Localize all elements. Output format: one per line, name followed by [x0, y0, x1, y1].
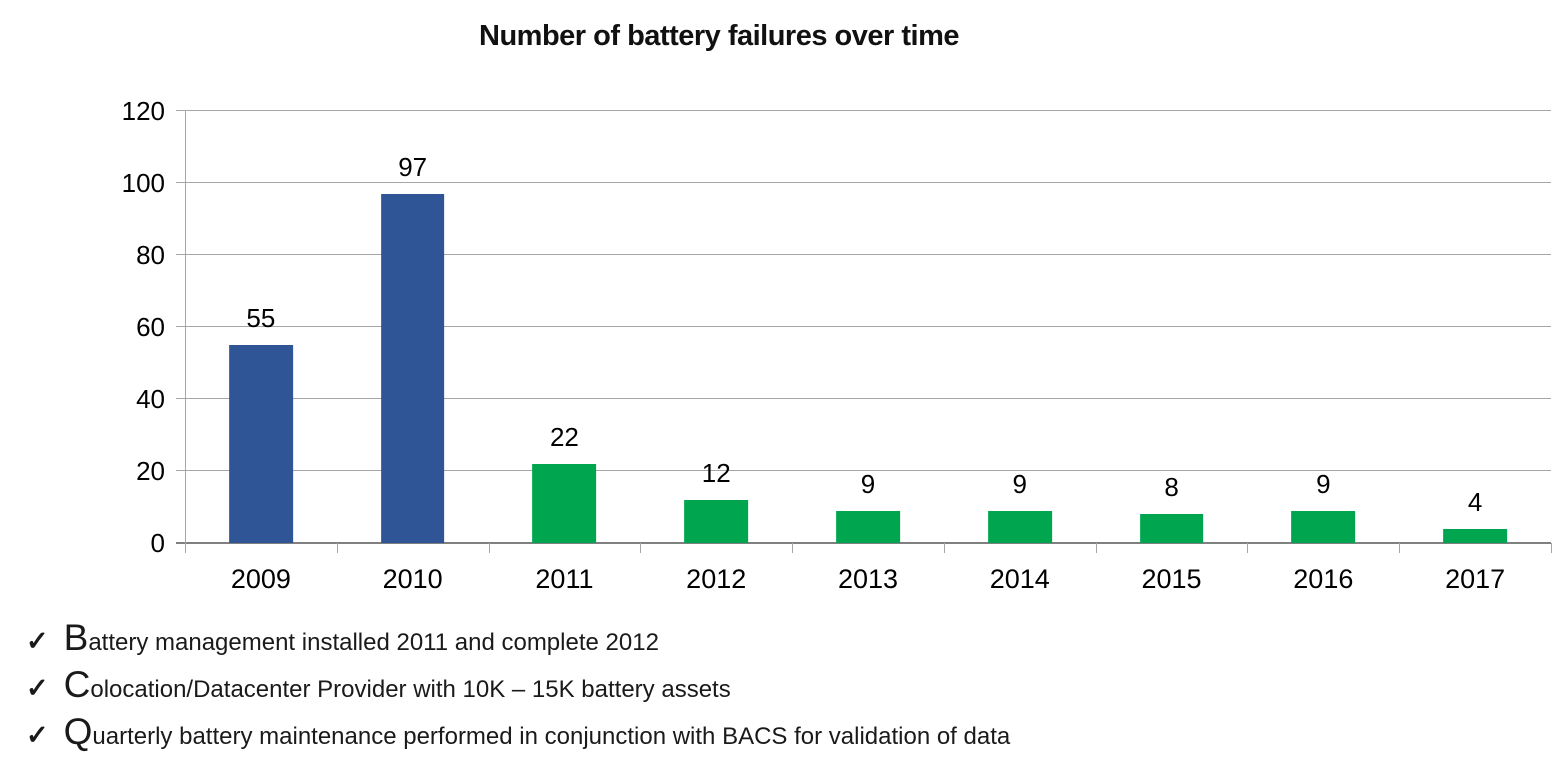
note-item: ✓ C olocation/Datacenter Provider with 1… [26, 664, 1010, 711]
note-item: ✓ B attery management installed 2011 and… [26, 617, 1010, 664]
x-axis-label-2014: 2014 [989, 564, 1050, 594]
bar-value-2013: 9 [860, 468, 876, 499]
y-axis-label-20: 20 [136, 456, 165, 487]
bar-2015 [1139, 514, 1204, 543]
checkmark-icon: ✓ [26, 720, 49, 750]
y-axis-line [185, 111, 186, 553]
note-lead-letter: B [63, 617, 89, 658]
bar-value-2015: 8 [1164, 472, 1179, 503]
plot-area: 0 20 40 60 80 100 120 55 2009 97 2010 22 2011 12 2012 9… [122, 98, 1552, 594]
bar-value-2012: 12 [701, 457, 731, 488]
gridline-40 [176, 398, 1551, 400]
bar-2011 [532, 463, 597, 543]
x-axis-line [176, 542, 1551, 544]
bar-value-2011: 22 [549, 421, 579, 452]
x-axis-label-2012: 2012 [686, 564, 747, 594]
x-axis-tick [1551, 543, 1552, 553]
bar-2010 [380, 193, 445, 543]
x-axis-tick [943, 543, 945, 553]
bar-2013 [836, 510, 900, 543]
y-axis-label-100: 100 [121, 168, 165, 198]
note-text: olocation/Datacenter Provider with 10K –… [90, 676, 731, 703]
y-axis-label-80: 80 [136, 240, 165, 271]
note-lead-letter: C [63, 664, 91, 705]
bar-value-2014: 9 [1012, 468, 1027, 499]
y-axis-label-40: 40 [136, 384, 165, 415]
y-axis-label-0: 0 [150, 528, 165, 558]
x-axis-tick [336, 543, 338, 553]
gridline-80 [176, 254, 1551, 256]
x-axis-label-2016: 2016 [1293, 564, 1354, 594]
bar-value-2017: 4 [1467, 486, 1483, 517]
x-axis-tick [488, 543, 490, 553]
checkmark-icon: ✓ [26, 626, 49, 656]
gridline-60 [176, 326, 1551, 327]
bar-value-2016: 9 [1316, 468, 1331, 499]
bar-2012 [684, 499, 749, 543]
x-axis-tick [185, 543, 186, 553]
gridline-20 [176, 470, 1551, 472]
x-axis-label-2010: 2010 [382, 564, 443, 594]
note-item: ✓ Q uarterly battery maintenance perform… [26, 711, 1010, 758]
x-axis-label-2011: 2011 [535, 564, 594, 594]
chart-title: Number of battery failures over time [479, 20, 959, 52]
y-axis-label-120: 120 [121, 96, 165, 126]
bar-2016 [1291, 510, 1356, 543]
y-axis-label-60: 60 [136, 312, 165, 342]
bar-value-2009: 55 [246, 303, 276, 334]
bar-2017 [1443, 528, 1507, 543]
gridline-120 [176, 110, 1551, 111]
gridline-100 [176, 182, 1551, 183]
x-axis-tick [1247, 543, 1249, 553]
note-lead-letter: Q [63, 711, 93, 752]
note-text: uarterly battery maintenance performed i… [92, 723, 1011, 750]
x-axis-label-2015: 2015 [1141, 564, 1202, 594]
checkmark-icon: ✓ [26, 673, 49, 703]
bar-value-2010: 97 [398, 151, 428, 182]
notes-list: ✓ B attery management installed 2011 and… [26, 617, 1010, 758]
x-axis-tick [640, 543, 642, 553]
x-axis-label-2013: 2013 [837, 564, 899, 594]
x-axis-tick [1399, 543, 1401, 553]
x-axis-label-2009: 2009 [230, 564, 291, 594]
x-axis-tick [1095, 543, 1097, 553]
note-text: attery management installed 2011 and com… [88, 629, 659, 656]
bar-2014 [987, 510, 1052, 543]
bar-2009 [229, 345, 293, 543]
x-axis-label-2017: 2017 [1445, 564, 1506, 594]
x-axis-tick [792, 543, 794, 553]
